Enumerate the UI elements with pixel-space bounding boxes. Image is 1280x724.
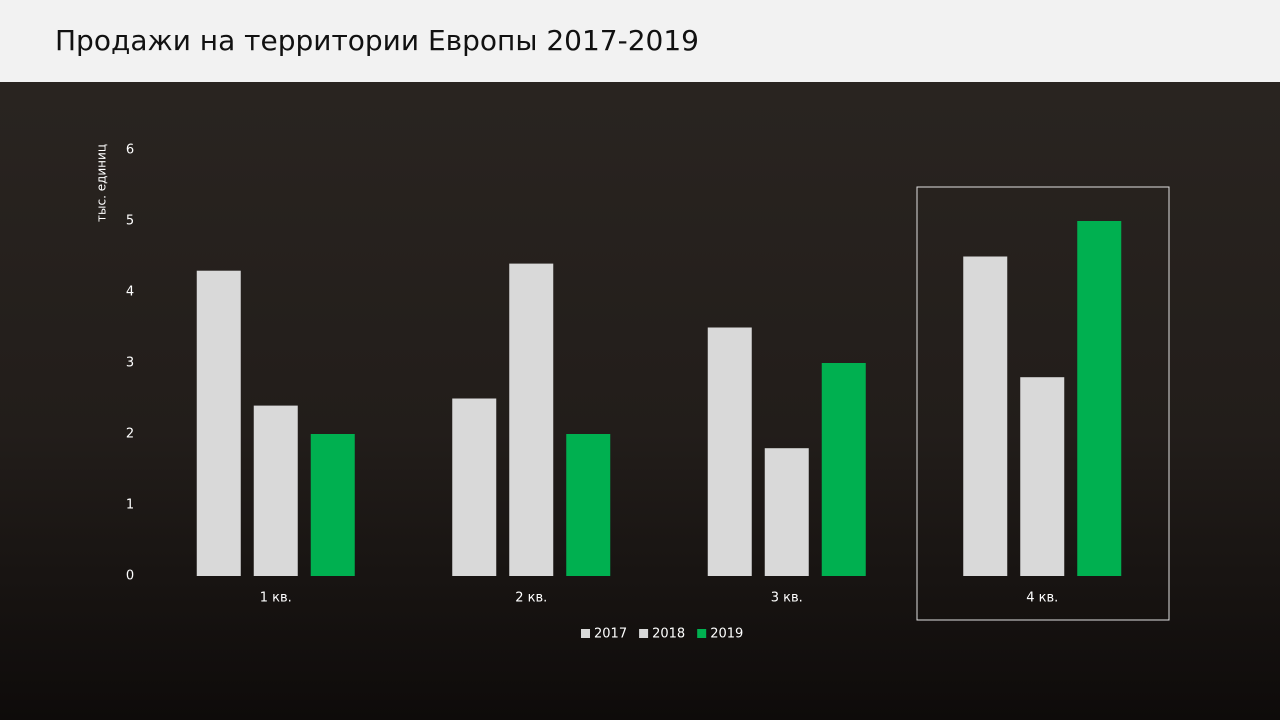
x-tick-label: 2 кв. [515, 591, 547, 606]
legend-label: 2019 [710, 627, 743, 642]
chart-title: Продажи на территории Европы 2017-2019 [55, 24, 699, 57]
y-tick-label: 1 [126, 498, 134, 513]
y-tick-label: 6 [126, 143, 134, 158]
bar [963, 256, 1008, 576]
x-tick-label: 1 кв. [260, 591, 292, 606]
legend-swatch [581, 629, 590, 638]
highlight-box [916, 186, 1170, 621]
bar [707, 327, 752, 576]
legend-label: 2017 [594, 627, 627, 642]
bar [509, 263, 554, 576]
legend-swatch [697, 629, 707, 638]
y-tick-label: 0 [126, 569, 134, 584]
header [0, 0, 1280, 82]
bar [821, 363, 866, 576]
y-tick-label: 5 [126, 214, 134, 229]
legend-label: 2018 [652, 627, 685, 642]
bar [566, 434, 611, 576]
bar [1077, 221, 1122, 576]
y-tick-label: 3 [126, 356, 134, 371]
bar [764, 448, 809, 576]
y-axis-label: тыс. единиц [95, 144, 109, 222]
bar [1020, 377, 1065, 576]
x-tick-label: 4 кв. [1026, 591, 1058, 606]
x-tick-label: 3 кв. [771, 591, 803, 606]
bar [452, 398, 497, 576]
bar [196, 270, 241, 576]
legend-swatch [639, 629, 649, 638]
y-tick-label: 4 [126, 285, 134, 300]
bar [310, 434, 355, 576]
y-tick-label: 2 [126, 427, 134, 442]
bar [253, 405, 298, 576]
